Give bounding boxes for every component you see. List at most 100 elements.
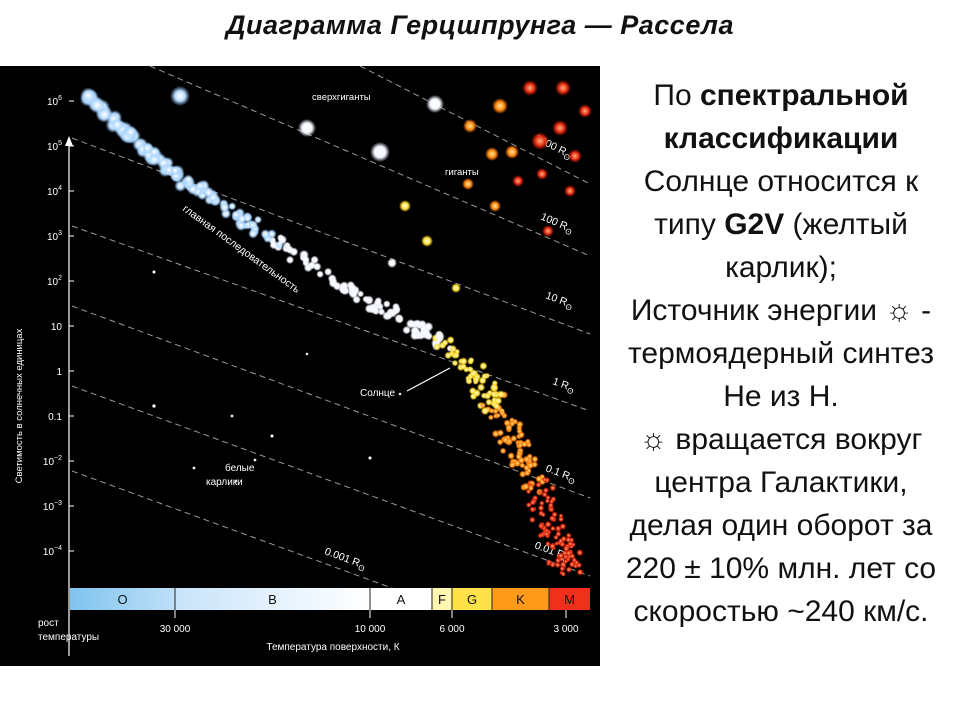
star	[480, 406, 490, 416]
star	[544, 498, 551, 504]
desc-line-11: делая один оборот за	[629, 509, 933, 542]
desc-text: (желтый	[784, 208, 908, 241]
desc-line-6: Источник энергии ☼ -	[630, 294, 932, 327]
star	[519, 470, 527, 478]
desc-line-13: скоростью ~240 км/с.	[633, 595, 929, 628]
star	[526, 467, 532, 474]
spectral-class-segment	[549, 588, 590, 610]
star	[552, 120, 568, 136]
star	[549, 515, 556, 522]
radius-line-label: 10 Rʘ	[543, 290, 575, 313]
star	[298, 119, 316, 137]
star	[192, 466, 196, 470]
star	[550, 525, 556, 532]
spectral-class-label: K	[516, 592, 525, 607]
radius-line-label: 1 Rʘ	[550, 376, 576, 397]
star	[549, 484, 557, 492]
star	[544, 520, 552, 528]
star	[339, 281, 349, 291]
star	[558, 513, 564, 519]
star	[195, 180, 206, 192]
star	[282, 241, 292, 251]
y-tick-label: 102	[47, 275, 62, 288]
stars-layer	[79, 80, 592, 577]
growth-label-line2: температуры	[38, 632, 99, 643]
x-tick-label: 6 000	[439, 624, 464, 635]
white-dwarfs-label-line1: белые	[225, 462, 255, 474]
desc-line-3: Солнце относится к	[643, 165, 919, 198]
star	[277, 235, 288, 245]
star	[468, 356, 475, 364]
desc-line-12: 220 ± 10% млн. лет со	[625, 552, 937, 585]
star	[316, 270, 324, 278]
desc-bold-term: спектральной	[700, 79, 909, 112]
star	[398, 392, 402, 396]
star	[462, 178, 474, 190]
desc-text: По	[653, 79, 700, 112]
star	[539, 500, 545, 507]
spectral-class-segment	[175, 588, 370, 610]
supergiants-label: сверхгиганты	[312, 92, 371, 103]
star	[434, 331, 445, 342]
spectral-class-segment	[432, 588, 452, 610]
star	[510, 434, 518, 443]
y-tick-label: 103	[47, 230, 62, 243]
star	[538, 490, 543, 495]
star	[364, 304, 375, 314]
star	[324, 267, 333, 276]
star	[169, 165, 181, 176]
star	[312, 262, 322, 271]
star	[451, 359, 459, 367]
x-tick-label: 3 000	[553, 624, 578, 635]
star	[487, 414, 494, 421]
star	[537, 504, 545, 512]
star	[387, 258, 397, 268]
star	[228, 202, 237, 211]
star	[152, 270, 156, 274]
y-tick-label: 10−4	[43, 545, 62, 558]
sun-label: Солнце	[360, 388, 396, 399]
star	[576, 562, 583, 569]
star	[559, 522, 567, 530]
star	[202, 186, 215, 199]
star	[393, 305, 401, 313]
star	[270, 434, 274, 438]
star	[469, 369, 478, 378]
star	[421, 235, 433, 247]
star	[507, 452, 515, 460]
star	[248, 228, 259, 239]
star	[174, 179, 187, 192]
star	[549, 499, 555, 505]
star	[451, 283, 461, 293]
radius-line	[71, 137, 591, 335]
star	[548, 542, 556, 550]
star	[529, 499, 536, 506]
star	[230, 414, 234, 418]
star	[488, 407, 495, 414]
star	[526, 453, 533, 460]
y-tick-label: 10−3	[43, 500, 62, 513]
star	[170, 86, 190, 106]
star	[565, 566, 573, 573]
star	[433, 343, 441, 351]
star	[540, 512, 546, 518]
desc-line-2: классификации	[606, 117, 956, 160]
radius-line	[71, 305, 591, 499]
star	[253, 458, 257, 462]
giants-label: гиганты	[445, 167, 479, 178]
star	[472, 376, 480, 383]
star	[383, 300, 391, 308]
star	[542, 487, 550, 494]
star	[508, 461, 517, 469]
star	[564, 185, 576, 197]
star	[576, 568, 584, 576]
star	[110, 117, 125, 132]
desc-line-10: центра Галактики,	[654, 466, 908, 499]
x-axis-label: Температура поверхности, К	[266, 642, 399, 653]
star	[571, 557, 578, 564]
star	[289, 247, 299, 257]
star	[576, 549, 584, 557]
x-tick-label: 10 000	[355, 624, 386, 635]
